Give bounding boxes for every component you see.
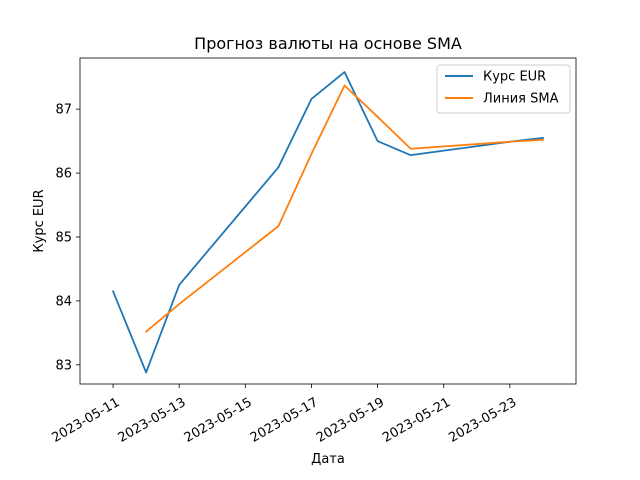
y-tick-label: 85 [55, 230, 72, 245]
series-line-0 [111, 71, 544, 374]
y-tick-label: 83 [55, 358, 72, 373]
x-axis-label: Дата [311, 452, 345, 467]
y-tick-label: 84 [55, 294, 72, 309]
legend-label-sma: Линия SMA [483, 92, 559, 107]
legend: Курс EUR Линия SMA [436, 64, 571, 114]
chart-title: Прогноз валюты на основе SMA [194, 34, 462, 53]
y-tick-label: 86 [55, 167, 72, 182]
legend-label-kurs-eur: Курс EUR [483, 70, 546, 85]
y-axis-label: Курс EUR [32, 189, 47, 252]
series-line-1 [144, 84, 544, 333]
series-layer [111, 71, 544, 374]
axes-frame [79, 57, 577, 385]
y-tick-label: 87 [55, 103, 72, 118]
y-axis-ticks: 83 84 85 86 87 [55, 103, 80, 373]
